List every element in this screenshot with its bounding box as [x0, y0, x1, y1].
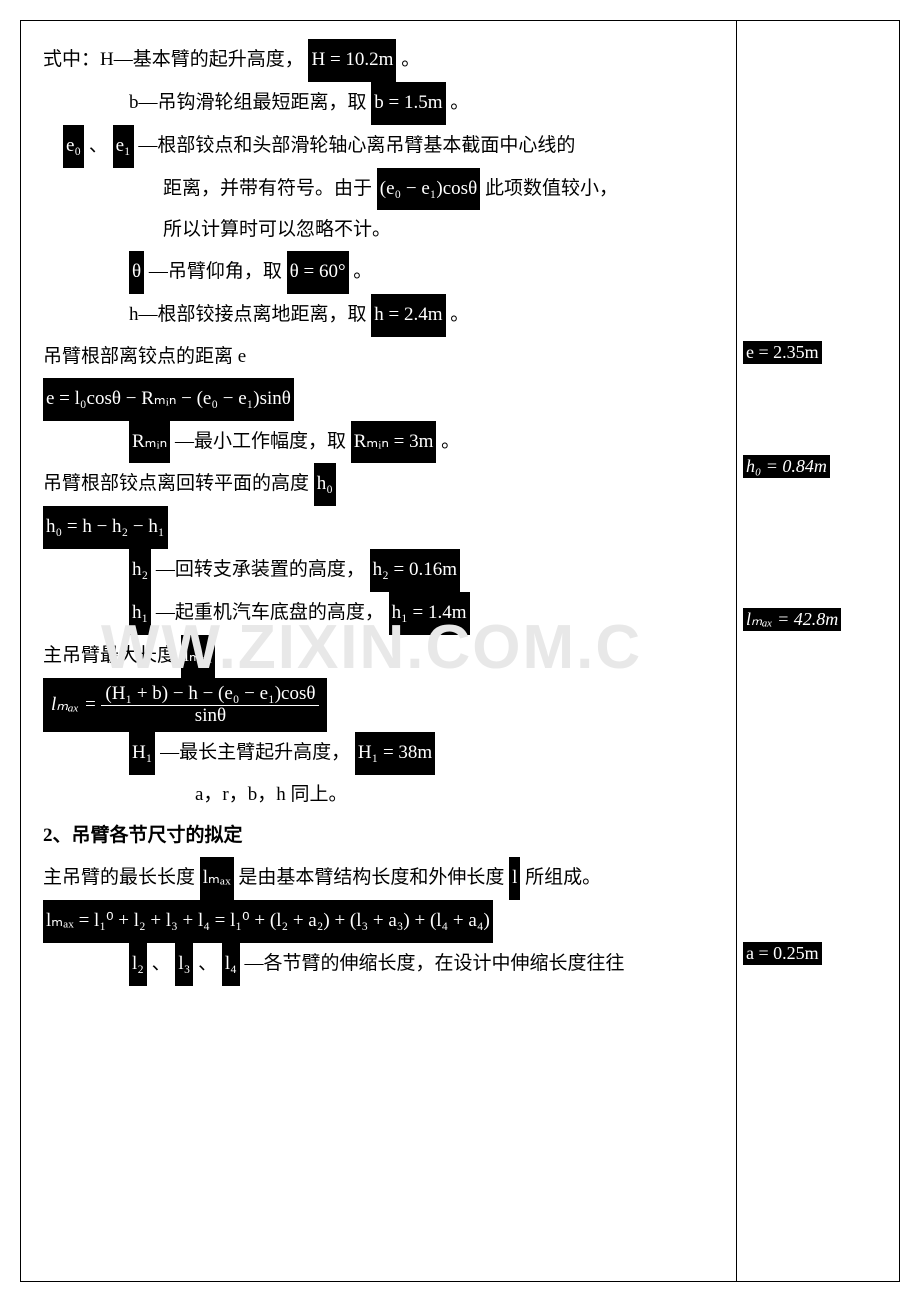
page-container: WW.ZIXIN.COM.C 式中：H—基本臂的起升高度， H = 10.2m … [20, 20, 900, 1282]
line-e-formula: e = l₀cosθ − Rₘᵢₙ − (e₀ − e₁)sinθ [43, 378, 722, 421]
side-a: a = 0.25m [743, 941, 893, 964]
text: 式中：H—基本臂的起升高度， [43, 49, 304, 70]
lmax-eq: lₘₐₓ = [51, 692, 97, 719]
line-b: b—吊钩滑轮组最短距离，取 b = 1.5m 。 [43, 82, 722, 125]
text: —各节臂的伸缩长度，在设计中伸缩长度往往 [245, 952, 625, 973]
highlight-l2: l₂ [129, 943, 147, 986]
text: h—根部铰接点离地距离，取 [129, 304, 367, 325]
highlight-H-value: H = 10.2m [308, 39, 396, 82]
side-lmax-value: lₘₐₓ = 42.8m [743, 608, 841, 631]
text: 、 [198, 952, 217, 973]
side-lmax: lₘₐₓ = 42.8m [743, 608, 893, 631]
highlight-theta-value: θ = 60° [287, 251, 349, 294]
text: 主吊臂的最长长度 [43, 867, 195, 888]
highlight-h1-value: h₁ = 1.4m [389, 592, 470, 635]
text: 、 [152, 952, 171, 973]
line-h2: h₂ —回转支承装置的高度， h₂ = 0.16m [43, 549, 722, 592]
line-l234: l₂ 、 l₃ 、 l₄ —各节臂的伸缩长度，在设计中伸缩长度往往 [43, 943, 722, 986]
highlight-H1: H₁ [129, 732, 155, 775]
highlight-rmin: Rₘᵢₙ [129, 421, 170, 464]
text: 。 [353, 261, 372, 282]
highlight-e1: e₁ [113, 125, 134, 168]
side-e: e = 2.35m [743, 341, 893, 364]
text: 吊臂根部铰点离回转平面的高度 [43, 473, 309, 494]
text: —起重机汽车底盘的高度， [156, 602, 384, 623]
highlight-cos-term: (e₀ − e₁)cosθ [377, 168, 480, 211]
text: 距离，并带有符号。由于 [163, 177, 372, 198]
highlight-h0-formula: h₀ = h − h₂ − h₁ [43, 506, 168, 549]
text: —回转支承装置的高度， [156, 559, 365, 580]
text: —最小工作幅度，取 [175, 430, 346, 451]
highlight-h2-value: h₂ = 0.16m [370, 549, 460, 592]
side-column: e = 2.35m h₀ = 0.84m lₘₐₓ = 42.8m a = 0.… [736, 21, 899, 1281]
highlight-l: l [509, 857, 520, 900]
highlight-lmax-expand: lₘₐₓ = l₁⁰ + l₂ + l₃ + l₄ = l₁⁰ + (l₂ + … [43, 900, 493, 943]
highlight-e-formula: e = l₀cosθ − Rₘᵢₙ − (e₀ − e₁)sinθ [43, 378, 294, 421]
section-2-heading: 2、吊臂各节尺寸的拟定 [43, 816, 722, 857]
side-e-value: e = 2.35m [743, 341, 822, 364]
line-h: h—根部铰接点离地距离，取 h = 2.4m 。 [43, 294, 722, 337]
text: 主吊臂最大长度 [43, 645, 176, 666]
side-h0-value: h₀ = 0.84m [743, 455, 830, 478]
highlight-l3: l₃ [175, 943, 193, 986]
text: —根部铰点和头部滑轮轴心离吊臂基本截面中心线的 [138, 134, 575, 155]
text: 此项数值较小， [485, 177, 618, 198]
lmax-numerator: (H₁ + b) − h − (e₀ − e₁)cosθ [101, 684, 319, 706]
text: 是由基本臂结构长度和外伸长度 [238, 867, 504, 888]
side-h0: h₀ = 0.84m [743, 454, 893, 477]
line-H1: H₁ —最长主臂起升高度， H₁ = 38m [43, 732, 722, 775]
line-lmax-def: 主吊臂最大长度 lₘₐₓ [43, 635, 722, 678]
highlight-l4: l₄ [222, 943, 240, 986]
highlight-lmax: lₘₐₓ [181, 635, 215, 678]
line-H: 式中：H—基本臂的起升高度， H = 10.2m 。 [43, 39, 722, 82]
box-lmax-formula: lₘₐₓ = (H₁ + b) − h − (e₀ − e₁)cosθ sinθ [43, 678, 327, 733]
highlight-theta: θ [129, 251, 144, 294]
text: 。 [401, 49, 420, 70]
highlight-h2: h₂ [129, 549, 151, 592]
lmax-fraction: (H₁ + b) − h − (e₀ − e₁)cosθ sinθ [101, 684, 319, 727]
main-column: WW.ZIXIN.COM.C 式中：H—基本臂的起升高度， H = 10.2m … [21, 21, 736, 1281]
text: —最长主臂起升高度， [160, 742, 350, 763]
line-lmax-formula: lₘₐₓ = (H₁ + b) − h − (e₀ − e₁)cosθ sinθ [43, 678, 722, 733]
line-rmin: Rₘᵢₙ —最小工作幅度，取 Rₘᵢₙ = 3m 。 [43, 421, 722, 464]
line-h1: h₁ —起重机汽车底盘的高度， h₁ = 1.4m [43, 592, 722, 635]
highlight-e0: e₀ [63, 125, 84, 168]
line-lmax-expand: lₘₐₓ = l₁⁰ + l₂ + l₃ + l₄ = l₁⁰ + (l₂ + … [43, 900, 722, 943]
line-e-def: 吊臂根部离铰点的距离 e [43, 337, 722, 378]
line-theta: θ —吊臂仰角，取 θ = 60° 。 [43, 251, 722, 294]
text: b—吊钩滑轮组最短距离，取 [129, 92, 367, 113]
text: 。 [450, 92, 469, 113]
highlight-h-value: h = 2.4m [371, 294, 445, 337]
text: —吊臂仰角，取 [149, 261, 282, 282]
highlight-b-value: b = 1.5m [371, 82, 445, 125]
highlight-lmax2: lₘₐₓ [200, 857, 234, 900]
line-e0-e1: e₀ 、 e₁ —根部铰点和头部滑轮轴心离吊臂基本截面中心线的 [43, 125, 722, 168]
line-ignore: 所以计算时可以忽略不计。 [43, 210, 722, 251]
text: 。 [450, 304, 469, 325]
line-lmax-compose: 主吊臂的最长长度 lₘₐₓ 是由基本臂结构长度和外伸长度 l 所组成。 [43, 857, 722, 900]
highlight-H1-value: H₁ = 38m [355, 732, 435, 775]
highlight-rmin-value: Rₘᵢₙ = 3m [351, 421, 437, 464]
highlight-h0: h₀ [314, 463, 336, 506]
line-h0-def: 吊臂根部铰点离回转平面的高度 h₀ [43, 463, 722, 506]
line-same: a，r，b，h 同上。 [43, 775, 722, 816]
side-a-value: a = 0.25m [743, 942, 822, 965]
lmax-denominator: sinθ [101, 706, 319, 727]
text: 。 [441, 430, 460, 451]
text: 、 [89, 134, 108, 155]
highlight-h1: h₁ [129, 592, 151, 635]
line-h0-formula: h₀ = h − h₂ − h₁ [43, 506, 722, 549]
text: 所组成。 [525, 867, 601, 888]
line-dist: 距离，并带有符号。由于 (e₀ − e₁)cosθ 此项数值较小， [43, 168, 722, 211]
